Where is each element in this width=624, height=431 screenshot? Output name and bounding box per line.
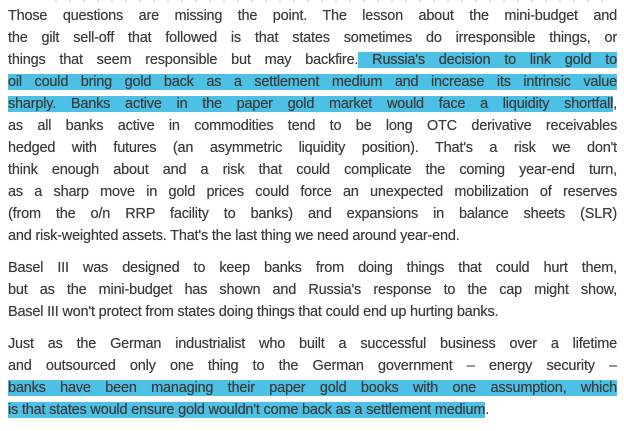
text-line: hedged with futures (an asymmetric liqui… [8, 137, 617, 159]
text-line: but as the mini-budget has shown and Rus… [8, 279, 617, 301]
highlighted-text: Russia's decision to link gold to [358, 52, 617, 68]
paragraph-1: Those questions are missing the point. T… [8, 5, 617, 247]
highlighted-text: banks have been managing their paper gol… [8, 380, 617, 396]
text-segment: the gilt sell-off that followed is that … [8, 30, 617, 46]
text-line: think enough about and a risk that could… [8, 159, 617, 181]
text-segment: Those questions are missing the point. T… [8, 8, 617, 24]
text-line: sharply. Banks active in the paper gold … [8, 93, 617, 115]
text-segment: hedged with futures (an asymmetric liqui… [8, 140, 617, 156]
text-segment: but as the mini-budget has shown and Rus… [8, 282, 617, 298]
text-segment: Basel III won't protect from states doin… [8, 304, 499, 320]
text-line: oil could bring gold back as a settlemen… [8, 71, 617, 93]
cropped-text-artifact [55, 0, 615, 2]
text-segment: Basel III was designed to keep banks fro… [8, 260, 617, 276]
text-segment: as all banks active in commodities tend … [8, 118, 617, 134]
text-segment: , [613, 96, 617, 112]
text-line: banks have been managing their paper gol… [8, 377, 617, 399]
text-segment: think enough about and a risk that could… [8, 162, 617, 178]
text-line: Basel III was designed to keep banks fro… [8, 257, 617, 279]
text-segment: . [485, 402, 490, 418]
highlighted-text: is that states would ensure gold wouldn'… [8, 402, 486, 418]
text-segment: and outsourced only one thing to the Ger… [8, 358, 617, 374]
text-segment: Just as the German industrialist who bui… [8, 336, 617, 352]
text-segment: as a sharp move in gold prices could for… [8, 184, 617, 200]
text-line: is that states would ensure gold wouldn'… [8, 399, 617, 421]
text-line: Basel III won't protect from states doin… [8, 301, 617, 323]
highlighted-text: sharply. Banks active in the paper gold … [8, 96, 614, 112]
document-body: Those questions are missing the point. T… [8, 5, 617, 431]
text-line: the gilt sell-off that followed is that … [8, 27, 617, 49]
text-line: and risk-weighted assets. That's the las… [8, 225, 617, 247]
text-segment: things that seem responsible but may bac… [8, 52, 359, 68]
paragraph-3: Just as the German industrialist who bui… [8, 333, 617, 421]
text-line: and outsourced only one thing to the Ger… [8, 355, 617, 377]
highlighted-text: oil could bring gold back as a settlemen… [8, 74, 617, 90]
text-segment: and risk-weighted assets. That's the las… [8, 228, 460, 244]
paragraph-2: Basel III was designed to keep banks fro… [8, 257, 617, 323]
text-line: things that seem responsible but may bac… [8, 49, 617, 71]
text-line: Just as the German industrialist who bui… [8, 333, 617, 355]
text-line: as a sharp move in gold prices could for… [8, 181, 617, 203]
text-line: Those questions are missing the point. T… [8, 5, 617, 27]
text-line: as all banks active in commodities tend … [8, 115, 617, 137]
text-line: (from the o/n RRP facility to banks) and… [8, 203, 617, 225]
text-segment: (from the o/n RRP facility to banks) and… [8, 206, 617, 222]
